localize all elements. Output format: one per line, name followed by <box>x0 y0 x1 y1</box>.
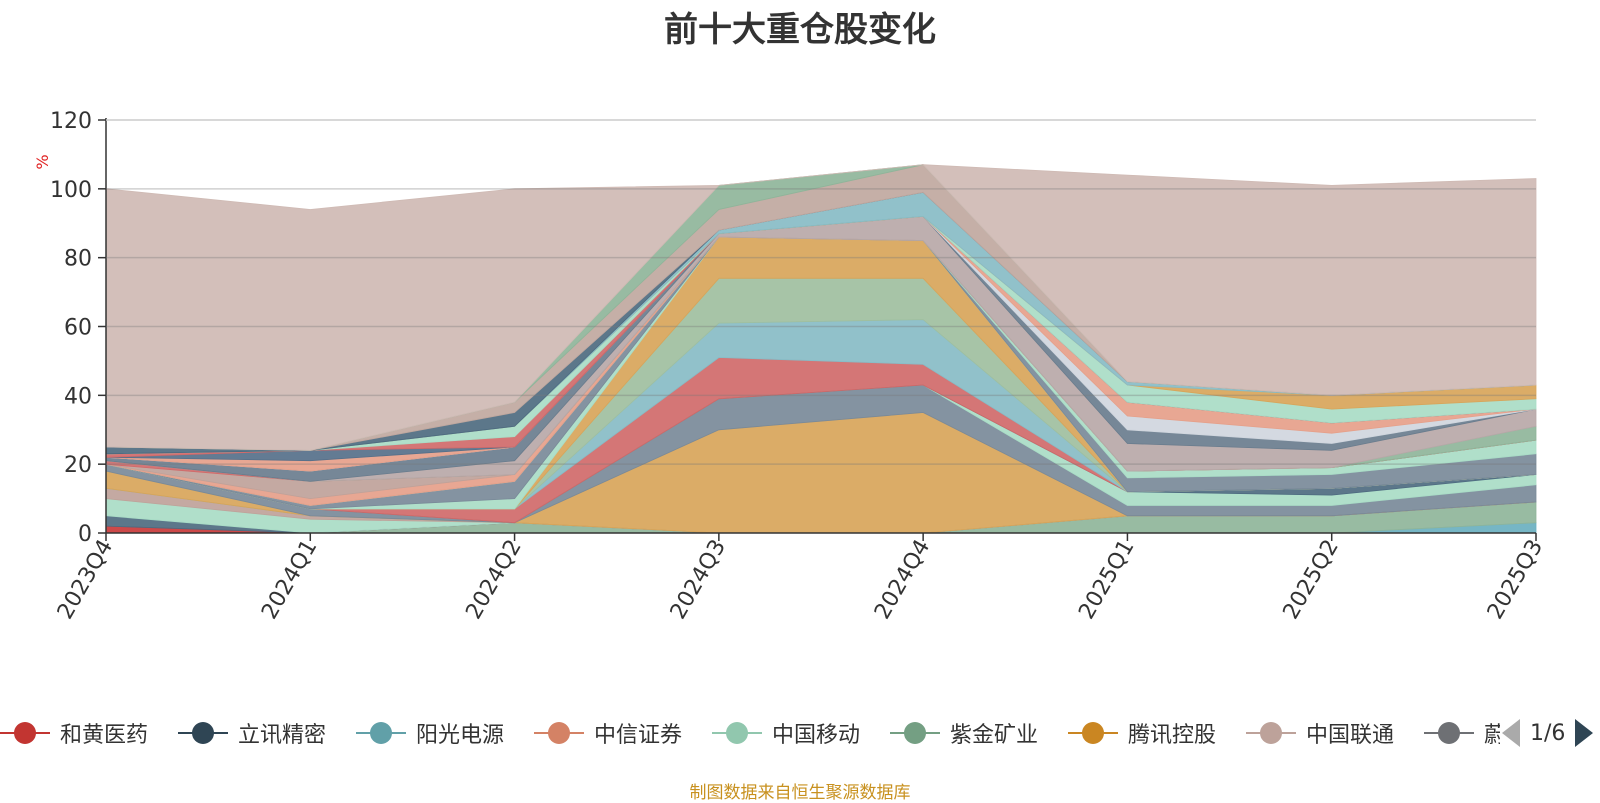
area-series <box>105 164 1537 534</box>
y-tick-label: 60 <box>64 316 92 341</box>
y-tick-label: 20 <box>64 453 92 478</box>
y-tick-label: 120 <box>50 109 92 134</box>
legend-page-indicator: 1/6 <box>1530 720 1566 746</box>
legend-prev-button[interactable] <box>1502 719 1520 747</box>
legend-marker-icon <box>1068 722 1118 744</box>
legend-item[interactable]: 中国移动 <box>712 713 860 753</box>
legend-marker-icon <box>0 722 50 744</box>
legend-item[interactable]: 中信证券 <box>534 713 682 753</box>
y-tick-label: 100 <box>50 178 92 203</box>
legend-label: 中国联通 <box>1306 723 1395 748</box>
legend-label: 阳光电源 <box>416 723 505 748</box>
y-tick-label: 0 <box>78 522 92 547</box>
area-series-35 <box>105 164 1537 451</box>
legend-marker-icon <box>1246 722 1296 744</box>
chart-title: 前十大重仓股变化 <box>664 10 936 50</box>
legend-marker-icon <box>356 722 406 744</box>
legend-marker-icon <box>1424 722 1474 744</box>
legend-label: 和黄医药 <box>60 723 149 748</box>
x-tick-label: 2025Q2 <box>1279 536 1344 624</box>
legend-item[interactable]: 和黄医药 <box>0 713 148 753</box>
stacked-area-chart: 0 20 40 60 80 100 120 2023Q4 2024Q1 2024Q2 2024Q3 2… <box>33 109 1548 624</box>
x-tick-label: 2025Q1 <box>1074 536 1139 624</box>
legend: 和黄医药 立讯精密 阳光电源 中信证券 中国移动 紫金矿业 腾讯控股 中国联通 蔚 <box>0 713 1600 753</box>
y-tick-label: 40 <box>64 384 92 409</box>
legend-item[interactable]: 腾讯控股 <box>1068 713 1216 753</box>
legend-next-button[interactable] <box>1575 719 1594 747</box>
data-source-note: 制图数据来自恒生聚源数据库 <box>689 783 911 803</box>
legend-pager: 1/6 <box>1500 713 1600 753</box>
legend-item[interactable]: 立讯精密 <box>178 713 326 753</box>
legend-label: 中国移动 <box>772 723 861 748</box>
x-tick-label: 2024Q1 <box>257 536 322 624</box>
x-tick-label: 2024Q4 <box>870 536 935 624</box>
x-tick-label: 2025Q3 <box>1483 536 1548 624</box>
legend-label: 立讯精密 <box>238 723 327 748</box>
legend-item[interactable]: 中国联通 <box>1246 713 1394 753</box>
x-tick-label: 2024Q3 <box>666 536 731 624</box>
legend-marker-icon <box>534 722 584 744</box>
grid-lines <box>106 119 1536 465</box>
x-tick-label: 2024Q2 <box>461 536 526 624</box>
y-tick-label: 80 <box>64 247 92 272</box>
y-axis-label: % <box>33 154 52 169</box>
legend-marker-icon <box>712 722 762 744</box>
legend-label: 中信证券 <box>594 723 683 748</box>
legend-marker-icon <box>178 722 228 744</box>
legend-item[interactable]: 蔚 <box>1424 713 1506 753</box>
legend-label: 紫金矿业 <box>950 723 1039 748</box>
legend-item[interactable]: 阳光电源 <box>356 713 504 753</box>
legend-marker-icon <box>890 722 940 744</box>
legend-item[interactable]: 紫金矿业 <box>890 713 1038 753</box>
x-tick-label: 2023Q4 <box>53 536 118 624</box>
legend-label: 腾讯控股 <box>1128 723 1217 748</box>
